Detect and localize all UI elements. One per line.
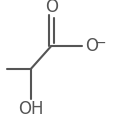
Text: −: − — [93, 36, 105, 50]
Text: OH: OH — [18, 100, 43, 118]
Text: O: O — [84, 37, 97, 55]
Text: O: O — [44, 0, 57, 16]
